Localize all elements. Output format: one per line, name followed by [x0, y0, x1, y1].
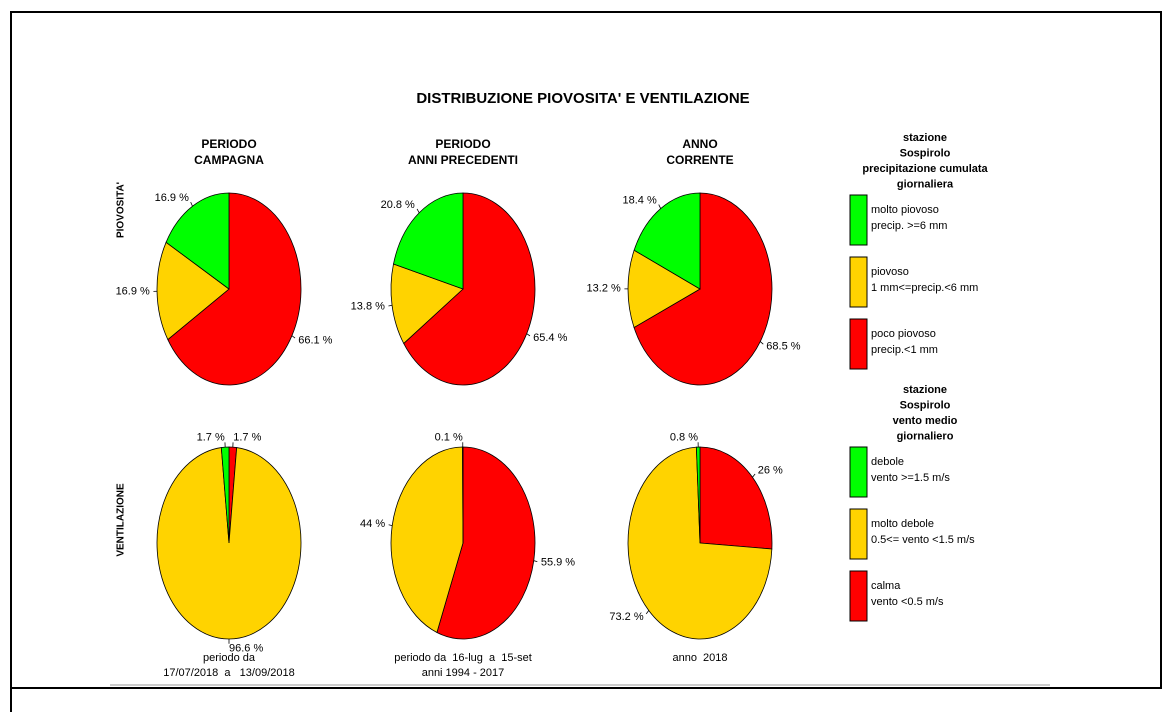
value-label: 0.8 % [670, 431, 698, 443]
column-title: PERIODO [201, 137, 256, 151]
pie-slice [390, 446, 464, 634]
column-title: ANNO [682, 137, 717, 151]
value-label: 1.7 % [197, 431, 225, 443]
pie-slice [436, 446, 536, 640]
value-label: 16.9 % [116, 285, 150, 297]
frame [10, 11, 1162, 689]
chart-title: DISTRIBUZIONE PIOVOSITA' E VENTILAZIONE [416, 90, 749, 107]
legend-title: giornaliera [897, 178, 954, 190]
footnote: periodo da 16-lug a 15-set [394, 652, 532, 664]
label-tick [526, 333, 531, 337]
legend-description: precip. >=6 mm [871, 220, 947, 232]
legend-swatch [849, 508, 868, 560]
footnote: anno 2018 [672, 652, 727, 664]
label-tick [190, 201, 193, 207]
value-label: 44 % [360, 518, 385, 530]
legend-swatch [849, 194, 868, 246]
legend-description: 0.5<= vento <1.5 m/s [871, 534, 975, 546]
label-tick [760, 341, 764, 345]
value-label: 26 % [758, 465, 783, 477]
legend-title: giornaliero [897, 430, 954, 442]
pie-slice [156, 447, 302, 640]
legend-description: 1 mm<=precip.<6 mm [871, 282, 978, 294]
pie-slice [390, 263, 464, 345]
pie-slice [167, 192, 302, 386]
label-tick [388, 304, 393, 307]
pie-slice [393, 192, 464, 290]
column-title: CAMPAGNA [194, 153, 264, 167]
legend-description: precip.<1 mm [871, 344, 938, 356]
footnote: 17/07/2018 a 13/09/2018 [163, 667, 295, 679]
value-label: 0.1 % [435, 431, 463, 443]
legend-label: piovoso [871, 266, 909, 278]
pie-slice [633, 192, 701, 290]
value-label: 1.7 % [233, 431, 261, 443]
pie-slice [633, 192, 773, 386]
label-tick [658, 204, 662, 209]
legend-label: debole [871, 456, 904, 468]
pie-slice [165, 192, 230, 290]
legend-swatch [849, 318, 868, 370]
row-label: PIOVOSITA' [116, 182, 127, 238]
legend-label: calma [871, 580, 901, 592]
label-tick [416, 208, 420, 213]
legend-swatch [849, 570, 868, 622]
legend-title: vento medio [893, 415, 958, 427]
pie-slice [699, 446, 773, 550]
column-title: PERIODO [435, 137, 490, 151]
legend-label: molto debole [871, 518, 934, 530]
legend-title: stazione [903, 132, 947, 144]
label-tick [645, 610, 650, 615]
footnote: periodo da [203, 652, 256, 664]
pie-slice [627, 446, 773, 640]
value-label: 13.2 % [587, 283, 621, 295]
column-title: CORRENTE [666, 153, 733, 167]
legend-title: precipitazione cumulata [862, 163, 988, 175]
legend-swatch [849, 256, 868, 308]
legend-title: stazione [903, 384, 947, 396]
value-label: 96.6 % [229, 643, 263, 655]
value-label: 65.4 % [533, 332, 567, 344]
row-label: VENTILAZIONE [116, 483, 127, 557]
column-title: ANNI PRECEDENTI [408, 153, 518, 167]
legend-label: molto piovoso [871, 204, 939, 216]
label-tick [291, 335, 296, 339]
value-label: 73.2 % [609, 611, 643, 623]
legend-title: Sospirolo [900, 399, 951, 411]
label-tick [752, 473, 756, 478]
value-label: 18.4 % [623, 194, 657, 206]
legend-title: Sospirolo [900, 147, 951, 159]
value-label: 68.5 % [766, 341, 800, 353]
value-label: 66.1 % [298, 334, 332, 346]
label-tick [533, 560, 538, 562]
legend-description: vento >=1.5 m/s [871, 472, 950, 484]
value-label: 16.9 % [155, 192, 189, 204]
legend-swatch [849, 446, 868, 498]
pie-slice [403, 192, 536, 386]
footnote: anni 1994 - 2017 [422, 667, 505, 679]
value-label: 20.8 % [381, 199, 415, 211]
value-label: 13.8 % [351, 301, 385, 313]
value-label: 55.9 % [541, 556, 575, 568]
label-tick [388, 524, 393, 526]
pie-slice [156, 241, 230, 341]
legend-label: poco piovoso [871, 328, 936, 340]
legend-description: vento <0.5 m/s [871, 596, 944, 608]
